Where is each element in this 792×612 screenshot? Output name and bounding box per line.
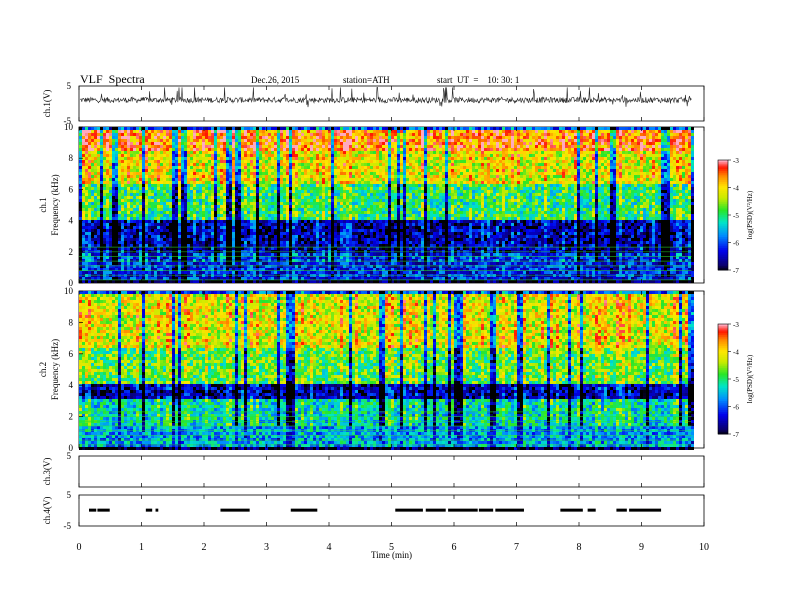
- start-time-label: start UT = 10: 30: 1: [437, 75, 519, 85]
- xtick-label: 10: [699, 542, 709, 553]
- frequency-axis-label: Frequency (kHz): [50, 174, 60, 235]
- xtick-label: 4: [327, 542, 332, 553]
- channel-label-ch2: ch.2: [38, 362, 48, 377]
- ytick-label-ch1: 6: [69, 184, 74, 194]
- colorbar-tick-label: -7: [733, 431, 739, 439]
- colorbar-tick-label: -4: [733, 185, 739, 193]
- panel-frame-1: [78, 85, 705, 122]
- colorbar-tick-label: -3: [733, 321, 739, 329]
- ytick-label-ch2: 6: [69, 349, 74, 359]
- xtick-label: 0: [77, 542, 82, 553]
- spectrogram-ch2: [79, 291, 694, 450]
- ytick-label-ch2: 2: [69, 412, 74, 422]
- colorbar-tick-label: -4: [733, 349, 739, 357]
- ch4-ylabel: ch.4(V): [42, 497, 52, 525]
- colorbar-tick-label: -5: [733, 212, 739, 220]
- xtick-label: 9: [639, 542, 644, 553]
- ytick-label-ch2: 0: [69, 443, 74, 453]
- ytick-label-ch1: 4: [69, 216, 74, 226]
- colorbar-tick-label: -3: [733, 157, 739, 165]
- colorbar-label: log(PSD)(V²/Hz): [746, 190, 754, 239]
- xtick-label: 8: [577, 542, 582, 553]
- ch4-pulse-train: [89, 508, 662, 512]
- ytick-label-ch1: 8: [69, 153, 74, 163]
- ytick-label-ch2: 4: [69, 380, 74, 390]
- xtick-label: 6: [452, 542, 457, 553]
- ytick-label-ch1: 0: [69, 278, 74, 288]
- colorbar-ch1: [718, 160, 728, 271]
- ch4-ytick-label: -5: [64, 521, 72, 531]
- ch3-ytick-label: 5: [67, 451, 72, 461]
- ytick-label-ch1: 10: [64, 122, 74, 132]
- date-label: Dec.26, 2015: [251, 75, 299, 85]
- xtick-label: 7: [514, 542, 519, 553]
- colorbar-ch2: [718, 324, 728, 435]
- ch1-ylabel: ch.1(V): [42, 90, 52, 118]
- ytick-label-ch2: 10: [64, 286, 74, 296]
- colorbar-tick-label: -5: [733, 376, 739, 384]
- ch1-ytick-label: -5: [64, 116, 72, 126]
- channel-label-ch1: ch.1: [38, 197, 48, 212]
- colorbar-tick-label: -6: [733, 404, 739, 412]
- ch3-ylabel: ch.3(V): [42, 458, 52, 486]
- colorbar-tick-label: -6: [733, 240, 739, 248]
- ch4-ytick-label: 5: [67, 490, 72, 500]
- xtick-label: 2: [202, 542, 207, 553]
- ch1-ytick-label: 5: [67, 81, 72, 91]
- x-axis-label: Time (min): [371, 550, 412, 560]
- xtick-label: 5: [389, 542, 394, 553]
- figure-title: VLF Spectra: [80, 72, 145, 87]
- panel-frame-5: [78, 494, 705, 527]
- panel-frame-4: [78, 455, 705, 488]
- ytick-label-ch2: 8: [69, 317, 74, 327]
- colorbar-tick-label: -7: [733, 267, 739, 275]
- xtick-label: 1: [139, 542, 144, 553]
- colorbar-label: log(PSD)(V²/Hz): [746, 354, 754, 403]
- frequency-axis-label: Frequency (kHz): [50, 339, 60, 400]
- spectrogram-ch1: [79, 127, 694, 283]
- station-label: station=ATH: [343, 75, 390, 85]
- ytick-label-ch1: 2: [69, 247, 74, 257]
- ch1-waveform-line: [79, 87, 692, 108]
- xtick-label: 3: [264, 542, 269, 553]
